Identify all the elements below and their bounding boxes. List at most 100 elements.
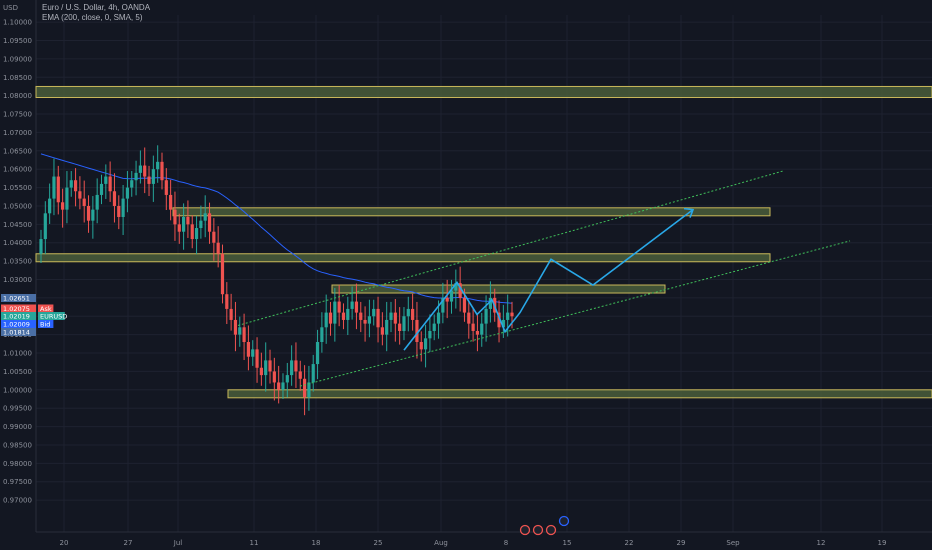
candle-body (376, 308, 380, 328)
event-markers[interactable] (519, 515, 570, 536)
candle-body (65, 187, 69, 210)
candle-body (199, 220, 203, 229)
economic-event-icon[interactable] (558, 515, 570, 527)
candle-body (389, 312, 393, 320)
candle-body (238, 327, 242, 335)
y-tick-label: 1.00000 (3, 386, 32, 394)
candle-body (125, 187, 130, 199)
price-tag-sub (38, 320, 54, 328)
price-tag (1, 304, 36, 313)
candle-body (134, 172, 138, 181)
price-tag-value: 1.02009 (3, 321, 30, 329)
candle-body (281, 382, 285, 390)
candle-body (151, 169, 155, 184)
x-tick-label: 20 (60, 539, 69, 547)
supply-demand-zone (331, 284, 666, 294)
candle-body (359, 312, 363, 320)
y-axis: 1.10000 1.09500 1.09000 1.08500 1.08000 1.075… (3, 0, 932, 533)
candle-body (432, 323, 436, 331)
candle-body (255, 349, 259, 368)
candle-body (285, 375, 289, 383)
candle-body (480, 323, 484, 335)
candle-body (354, 301, 359, 313)
economic-event-icon[interactable] (519, 524, 531, 536)
candle-body (488, 297, 492, 309)
y-tick-label: 0.98000 (3, 460, 32, 468)
candle-body (454, 283, 458, 291)
candle-body (169, 194, 173, 210)
supply-demand-zone (35, 253, 771, 263)
y-tick-label: 1.06000 (3, 166, 32, 174)
y-tick-label: 1.07500 (3, 111, 32, 119)
x-tick-label: Jul (173, 539, 183, 547)
candle-body (398, 323, 402, 331)
price-tag (1, 294, 36, 302)
price-tag-sub (38, 312, 65, 320)
y-tick-label: 1.05000 (3, 202, 32, 210)
candle-body (220, 253, 225, 295)
price-tag-value: 1.02075 (3, 305, 30, 313)
candle-body (117, 205, 121, 217)
indicator-title: EMA (200, close, 0, SMA, 5) (42, 13, 143, 22)
candle-body (138, 165, 142, 173)
candle-body (99, 183, 104, 195)
candle-body (242, 327, 246, 343)
supply-demand-zone (227, 389, 932, 399)
candle-body (449, 290, 454, 302)
candle-body (39, 239, 43, 254)
y-tick-label: 0.99500 (3, 405, 32, 413)
ema-line (40, 153, 513, 304)
candle-body (290, 360, 294, 376)
y-tick-label: 1.04000 (3, 239, 32, 247)
economic-event-icon[interactable] (545, 524, 557, 536)
candle-body (428, 330, 432, 339)
candle-body (216, 242, 220, 254)
economic-event-icon[interactable] (532, 524, 544, 536)
x-tick-label: 22 (625, 539, 634, 547)
supply-demand-zone (35, 85, 932, 98)
candle-body (164, 180, 168, 195)
candle-body (73, 180, 78, 192)
y-tick-label: 1.10000 (3, 19, 32, 27)
candle-body (233, 319, 238, 335)
candle-body (229, 308, 233, 320)
y-tick-label: 0.99000 (3, 423, 32, 431)
y-tick-label: 1.05500 (3, 184, 32, 192)
candle-body (462, 297, 467, 313)
projected-path (403, 209, 694, 351)
candle-body (48, 198, 52, 214)
price-tag-value: 1.01814 (3, 329, 30, 337)
candle-body (104, 176, 108, 184)
candle-body (402, 316, 406, 331)
candle-body (160, 161, 164, 181)
symbol-title: Euro / U.S. Dollar, 4h, OANDA (42, 3, 151, 12)
candle-body (302, 378, 307, 398)
y-tick-label: 1.03500 (3, 258, 32, 266)
candle-body (484, 308, 488, 324)
candle-body (69, 180, 73, 188)
chart-legend: Euro / U.S. Dollar, 4h, OANDA EMA (200, … (42, 3, 150, 23)
candle-body (143, 165, 147, 177)
price-tag (1, 320, 36, 328)
candle-body (52, 176, 56, 199)
candle-body (441, 297, 445, 313)
y-tick-label: 1.00500 (3, 368, 32, 376)
x-tick-label: 27 (124, 539, 133, 547)
price-tag-sub (38, 304, 54, 313)
x-tick-label: 19 (878, 539, 887, 547)
candle-body (95, 194, 99, 210)
supply-demand-zone (172, 207, 771, 217)
price-tag (1, 328, 36, 336)
candle-body (147, 176, 151, 184)
y-tick-label: 1.06500 (3, 147, 32, 155)
candle-body (311, 364, 315, 383)
candle-body (78, 191, 82, 199)
candles (39, 145, 514, 416)
x-tick-label: 8 (504, 539, 508, 547)
candle-body (337, 301, 341, 313)
candle-body (415, 319, 419, 343)
candle-body (194, 228, 199, 240)
candle-body (372, 308, 376, 317)
y-tick-label: 1.04500 (3, 221, 32, 229)
